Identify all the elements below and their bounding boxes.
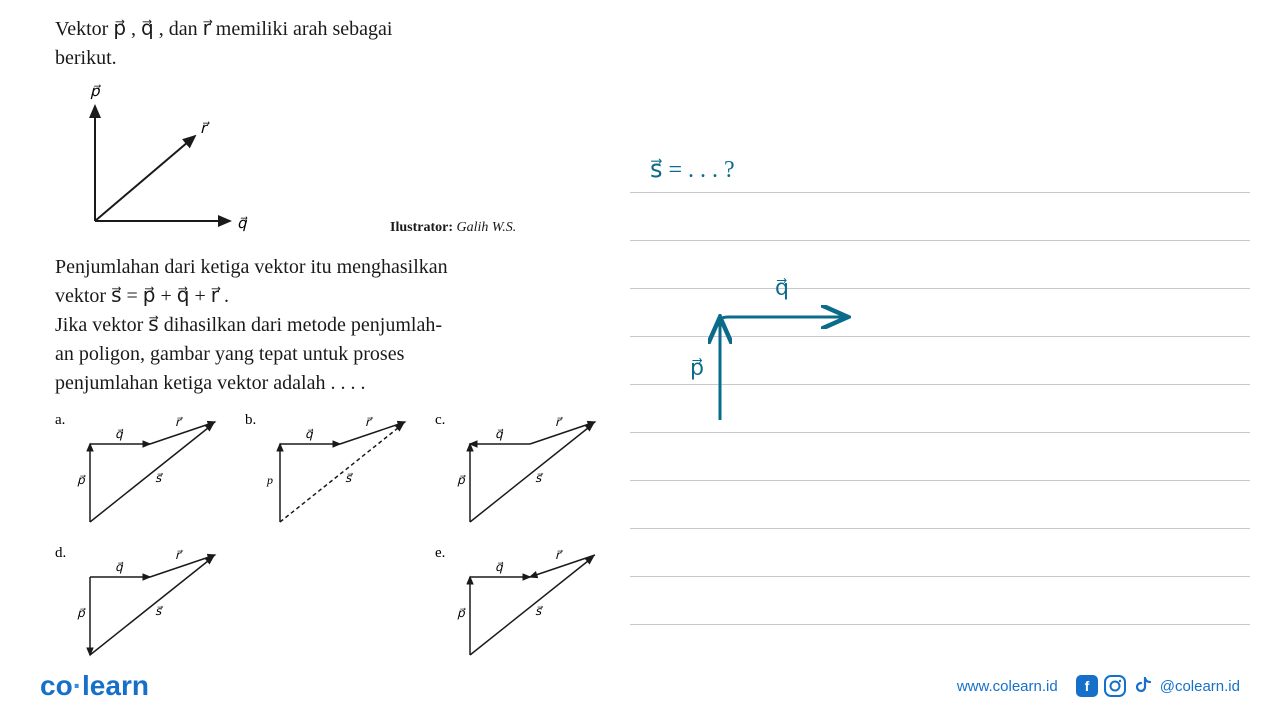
svg-text:r⃗: r⃗: [175, 548, 183, 562]
options-container: a. p⃗ q⃗ r⃗ s⃗ b. p q⃗: [55, 412, 615, 670]
svg-text:s⃗: s⃗: [535, 471, 543, 485]
option-e-label: e.: [435, 545, 445, 562]
facebook-icon: f: [1076, 675, 1098, 697]
illustrator-credit: Ilustrator: Galih W.S.: [390, 220, 516, 236]
svg-text:q⃗: q⃗: [775, 275, 789, 300]
svg-text:s⃗: s⃗: [155, 604, 163, 618]
svg-text:s⃗: s⃗: [345, 471, 353, 485]
svg-text:q⃗: q⃗: [495, 427, 504, 441]
svg-text:q⃗: q⃗: [115, 427, 124, 441]
footer: co·learn www.colearn.id f @colearn.id: [40, 670, 1240, 702]
option-b-label: b.: [245, 412, 256, 429]
footer-url: www.colearn.id: [957, 678, 1058, 695]
question-line7: penjumlahan ketiga vektor adalah . . . .: [55, 369, 615, 398]
note-equation: s⃗ = . . . ?: [650, 155, 735, 184]
svg-text:p⃗: p⃗: [77, 473, 86, 487]
svg-text:q⃗: q⃗: [115, 560, 124, 574]
svg-text:q⃗: q⃗: [495, 560, 504, 574]
tiktok-icon: [1132, 675, 1154, 697]
svg-text:f: f: [1084, 678, 1089, 694]
question-line2: berikut.: [55, 44, 615, 73]
illustrator-name: Galih W.S.: [457, 220, 517, 235]
social-handle: @colearn.id: [1160, 678, 1240, 695]
option-d-label: d.: [55, 545, 66, 562]
svg-text:p: p: [266, 473, 273, 487]
social-group: f @colearn.id: [1076, 675, 1240, 697]
option-a: a. p⃗ q⃗ r⃗ s⃗: [55, 412, 235, 537]
logo-learn: learn: [82, 670, 149, 701]
rule-line: [630, 576, 1250, 577]
svg-text:s⃗: s⃗: [155, 471, 163, 485]
p-label: p⃗: [90, 84, 102, 100]
rule-line: [630, 480, 1250, 481]
question-line4: vektor s⃗ = p⃗ + q⃗ + r⃗ .: [55, 282, 615, 311]
rule-line: [630, 240, 1250, 241]
r-label: r⃗: [200, 121, 211, 137]
q-label: q⃗: [237, 216, 248, 232]
option-e: e. p⃗ q⃗ r⃗ s⃗: [435, 545, 615, 670]
option-b: b. p q⃗ r⃗ s⃗: [245, 412, 425, 537]
footer-right: www.colearn.id f @colearn.id: [957, 675, 1240, 697]
option-c-label: c.: [435, 412, 445, 429]
question-line6: an poligon, gambar yang tepat untuk pros…: [55, 340, 615, 369]
rule-line: [630, 528, 1250, 529]
question-line3: Penjumlahan dari ketiga vektor itu mengh…: [55, 253, 615, 282]
option-c: c. p⃗ q⃗ r⃗ s⃗: [435, 412, 615, 537]
svg-text:p⃗: p⃗: [457, 606, 466, 620]
svg-text:s⃗: s⃗: [535, 604, 543, 618]
rule-line: [630, 624, 1250, 625]
option-a-label: a.: [55, 412, 65, 429]
logo-co: co: [40, 670, 73, 701]
question-panel: Vektor p⃗ , q⃗ , dan r⃗ memiliki arah se…: [55, 15, 615, 670]
option-d: d. p⃗ q⃗ r⃗ s⃗: [55, 545, 235, 670]
main-vector-diagram: p⃗ q⃗ r⃗: [65, 81, 615, 241]
svg-text:r⃗: r⃗: [175, 415, 183, 429]
svg-text:q⃗: q⃗: [305, 427, 314, 441]
note-sketch: p⃗ q⃗: [650, 260, 900, 440]
instagram-icon: [1104, 675, 1126, 697]
option-spacer: [245, 545, 425, 670]
question-line1: Vektor p⃗ , q⃗ , dan r⃗ memiliki arah se…: [55, 15, 615, 44]
svg-text:r⃗: r⃗: [555, 548, 563, 562]
brand-logo: co·learn: [40, 670, 149, 702]
illustrator-label: Ilustrator:: [390, 220, 453, 235]
rule-line: [630, 192, 1250, 193]
svg-text:p⃗: p⃗: [690, 355, 704, 380]
svg-text:p⃗: p⃗: [457, 473, 466, 487]
svg-text:r⃗: r⃗: [365, 415, 373, 429]
svg-text:p⃗: p⃗: [77, 606, 86, 620]
svg-text:r⃗: r⃗: [555, 415, 563, 429]
question-line5: Jika vektor s⃗ dihasilkan dari metode pe…: [55, 311, 615, 340]
